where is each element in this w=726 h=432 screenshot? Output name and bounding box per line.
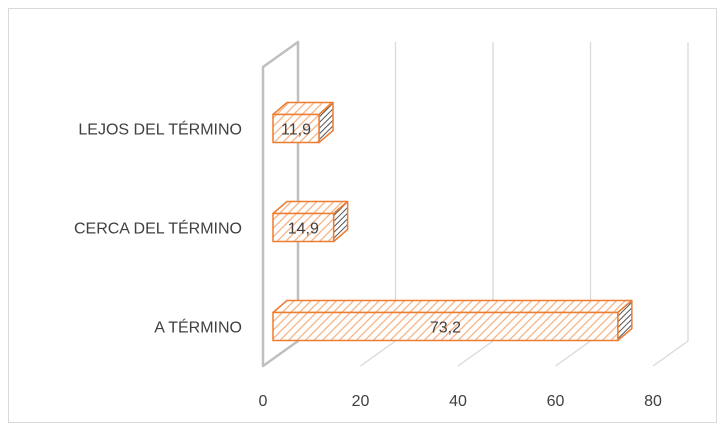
x-tick-label: 0 (259, 393, 268, 410)
x-tick-label: 60 (547, 393, 565, 410)
x-tick-label: 20 (352, 393, 370, 410)
category-label: LEJOS DEL TÉRMINO (78, 120, 242, 139)
data-label: 11,9 (281, 122, 311, 139)
bar-front-face (272, 311, 619, 342)
bars (272, 101, 633, 342)
bar-front-face (272, 113, 320, 144)
bar (272, 101, 334, 144)
floor-gridline (652, 340, 689, 367)
x-tick-label: 40 (449, 393, 467, 410)
x-tick-label: 80 (644, 393, 662, 410)
labels: 0 20 40 60 80 73,2 A TÉRMINO 14,9 CERCA DEL TÉRM… (74, 120, 662, 411)
chart-frame (8, 8, 717, 423)
category-label: CERCA DEL TÉRMINO (74, 219, 242, 238)
bar-front-face (272, 212, 335, 243)
category-label: A TÉRMINO (154, 318, 242, 337)
bar-top-face (272, 299, 633, 314)
floor-gridline (360, 340, 396, 367)
data-label: 14,9 (288, 221, 319, 238)
floor-gridline (555, 340, 591, 367)
floor-gridline (457, 340, 494, 367)
data-label: 73,2 (430, 320, 461, 337)
gridlines (360, 42, 689, 367)
bar (272, 299, 633, 342)
bar (272, 200, 349, 243)
